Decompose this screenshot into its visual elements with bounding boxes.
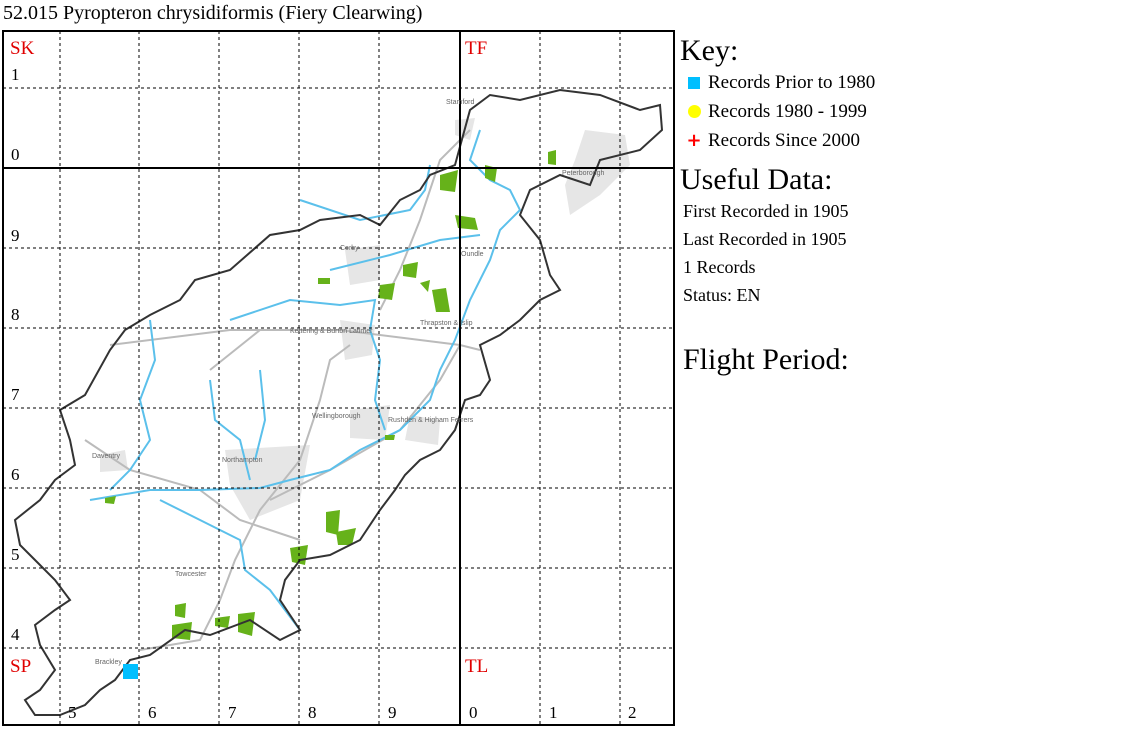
distribution-map: Stamford Peterborough Corby Oundle Kette… [2,30,675,726]
first-recorded: First Recorded in 1905 [683,201,849,221]
row-label: 6 [11,465,20,484]
town-label: Oundle [461,251,484,258]
plus-icon: + [686,130,702,151]
row-label: 8 [11,305,20,324]
key-label: Records 1980 - 1999 [708,100,867,122]
useful-data-heading: Useful Data: [680,163,833,196]
urban-areas [100,118,630,520]
town-label: Corby [340,245,359,252]
flight-period-heading: Flight Period: [683,343,849,376]
page-title: 52.015 Pyropteron chrysidiformis (Fiery … [3,2,423,24]
circle-icon [687,105,701,118]
status: Status: EN [683,285,761,305]
key-label: Records Since 2000 [708,129,860,151]
column-label: 5 [68,703,77,722]
column-label: 9 [388,703,397,722]
town-label: Rushden & Higham Ferrers [388,417,474,424]
key-heading: Key: [680,34,739,67]
town-label: Peterborough [562,170,605,177]
town-label: Towcester [175,571,207,578]
column-label: 6 [148,703,157,722]
key-item: Records 1980 - 1999 [680,97,875,126]
row-label: 5 [11,545,20,564]
county-boundary [13,88,664,716]
row-labels: 1 0 9 8 7 6 5 4 [11,65,20,644]
key-label: Records Prior to 1980 [708,71,876,93]
column-label: 8 [308,703,317,722]
row-label: 7 [11,385,20,404]
town-label: Kettering & Burton Latimer [290,328,373,335]
column-label: 1 [549,703,558,722]
square-label-tl: TL [465,656,488,677]
square-label-sp: SP [10,656,31,677]
town-label: Brackley [95,659,122,666]
town-labels: Stamford Peterborough Corby Oundle Kette… [92,99,605,666]
row-label: 0 [11,145,20,164]
column-labels: 5 6 7 8 9 0 1 2 [68,703,637,722]
record-count: 1 Records [683,257,756,277]
square-label-sk: SK [10,38,35,59]
column-label: 0 [469,703,478,722]
row-label: 4 [11,625,20,644]
last-recorded: Last Recorded in 1905 [683,229,847,249]
town-label: Stamford [446,99,475,106]
town-label: Northampton [222,457,263,464]
key-item: Records Prior to 1980 [680,68,875,97]
key-item: + Records Since 2000 [680,126,875,155]
town-label: Daventry [92,453,121,460]
row-label: 1 [11,65,20,84]
grid [2,30,675,726]
column-label: 2 [628,703,637,722]
woods [105,150,556,640]
town-label: Wellingborough [312,413,361,420]
sidebar: Key: Records Prior to 1980 Records 1980 … [680,34,875,377]
town-label: Thrapston & Islip [420,320,473,327]
record-marker-prior-1980 [123,664,138,679]
column-label: 7 [228,703,237,722]
row-label: 9 [11,226,20,245]
square-icon [688,76,700,89]
square-label-tf: TF [465,38,487,59]
